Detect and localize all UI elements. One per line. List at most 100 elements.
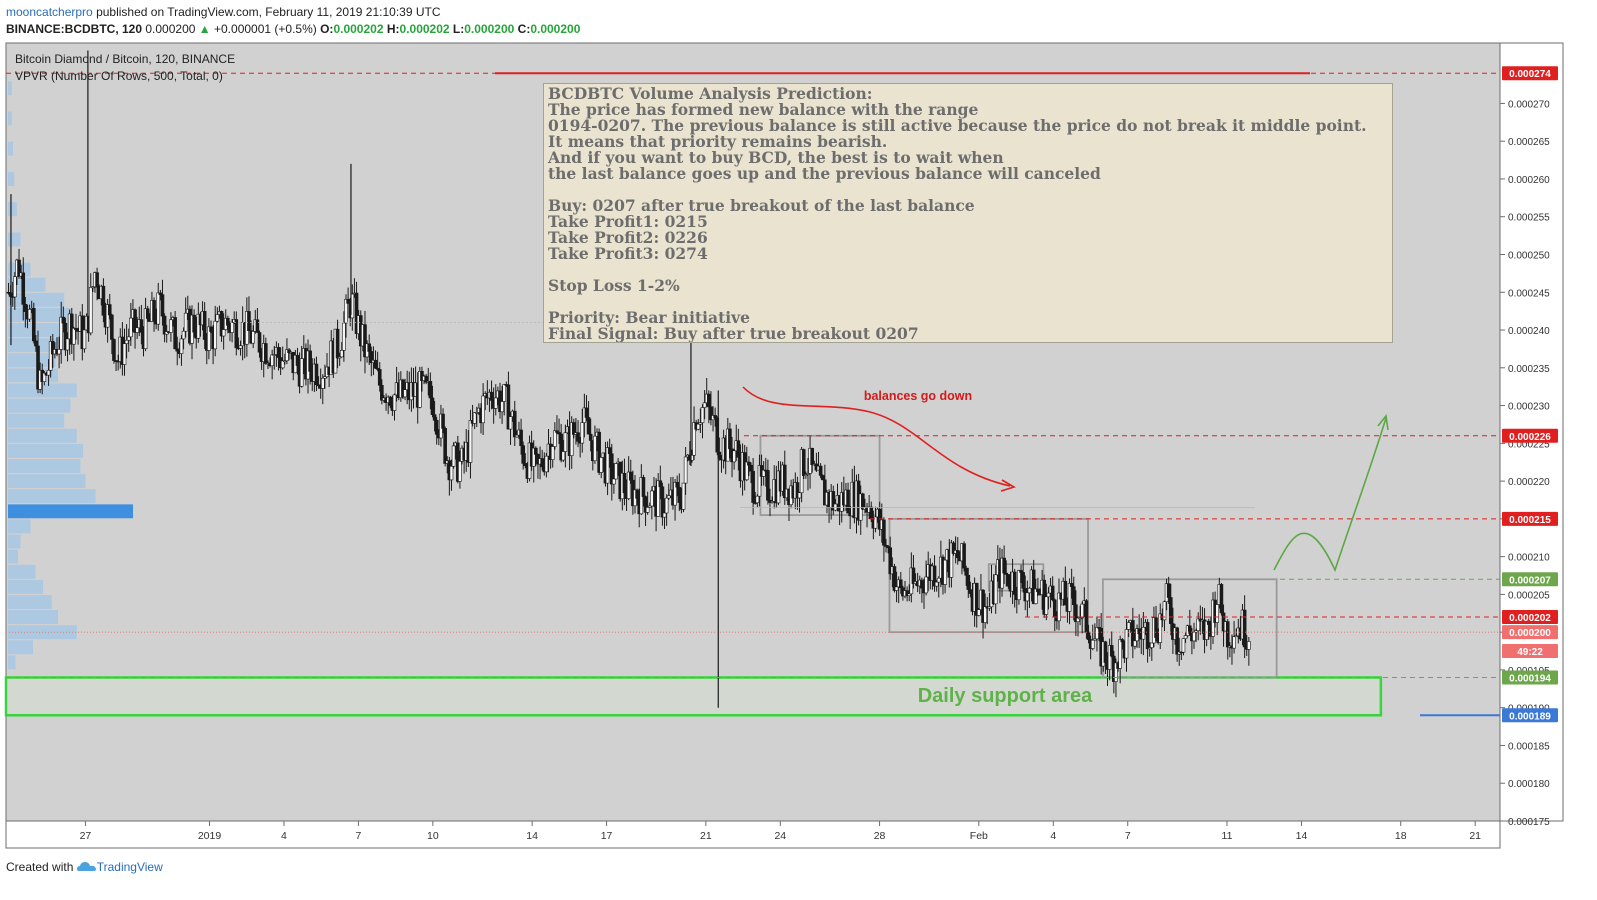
candle-body bbox=[1135, 628, 1139, 642]
candle-body bbox=[380, 385, 384, 401]
candle-body bbox=[873, 516, 878, 529]
y-tick-label: 0.000265 bbox=[1508, 137, 1550, 148]
candle-body bbox=[1063, 580, 1068, 606]
price-badge[interactable] bbox=[1502, 428, 1558, 443]
candle-body bbox=[1052, 599, 1057, 618]
candle-body bbox=[139, 319, 144, 333]
x-tick-label: 2019 bbox=[198, 830, 222, 842]
candle-body bbox=[660, 486, 665, 518]
candle-body bbox=[1118, 639, 1122, 669]
candle-body bbox=[169, 319, 173, 333]
candle-body bbox=[540, 458, 544, 468]
tradingview-logo[interactable]: TradingView bbox=[76, 860, 163, 874]
price-badge[interactable] bbox=[1502, 644, 1558, 659]
candle-body bbox=[993, 574, 998, 605]
analysis-note[interactable]: BCDBTC Volume Analysis Prediction: The pr… bbox=[543, 83, 1393, 343]
price-badge-label: 49:22 bbox=[1517, 647, 1543, 658]
up-projection-arrow[interactable] bbox=[1273, 417, 1387, 573]
candle-body bbox=[1175, 627, 1179, 655]
price-badge[interactable] bbox=[1502, 708, 1558, 723]
down-trend-arrow[interactable] bbox=[742, 386, 1011, 487]
candle-body bbox=[751, 470, 755, 503]
candle-body bbox=[544, 455, 549, 473]
candle-body bbox=[434, 419, 439, 435]
candle-body bbox=[833, 503, 838, 511]
candle-body bbox=[757, 465, 762, 497]
candle-body bbox=[962, 543, 966, 569]
price-badge[interactable] bbox=[1502, 670, 1558, 685]
candle-body bbox=[112, 339, 116, 361]
candle-body bbox=[512, 410, 517, 438]
candle-body bbox=[1183, 635, 1188, 639]
x-tick-label: 4 bbox=[281, 830, 287, 842]
candle-body bbox=[74, 328, 78, 331]
vpvr-row bbox=[8, 141, 13, 156]
candle-body bbox=[122, 343, 127, 365]
down-arrow-head-icon bbox=[1000, 479, 1016, 492]
candle-body bbox=[664, 497, 669, 514]
x-tick-label: 27 bbox=[80, 830, 92, 842]
open-label: O: bbox=[320, 22, 334, 36]
candle-body bbox=[681, 482, 686, 510]
candle-body bbox=[373, 359, 378, 369]
candle-body bbox=[1133, 640, 1137, 647]
candle-body bbox=[323, 376, 327, 379]
candle-body bbox=[196, 313, 201, 339]
high-value: 0.000202 bbox=[399, 22, 450, 36]
candle-body bbox=[728, 428, 732, 450]
candle-body bbox=[569, 422, 574, 456]
candle-body bbox=[981, 589, 985, 623]
candle-body bbox=[1025, 592, 1030, 602]
candle-body bbox=[1162, 601, 1167, 621]
price-badge-label: 0.000207 bbox=[1509, 575, 1551, 586]
close-label: C: bbox=[517, 22, 531, 36]
candle-body bbox=[673, 481, 677, 506]
candle-body bbox=[626, 471, 631, 499]
candle-body bbox=[1196, 618, 1201, 631]
candle-body bbox=[1150, 642, 1154, 648]
candle-body bbox=[489, 391, 494, 401]
candle-body bbox=[1158, 613, 1163, 643]
author-link[interactable]: mooncatcherpro bbox=[6, 5, 93, 19]
annotation-line: Priority: Bear initiative bbox=[548, 308, 751, 327]
vpvr-row bbox=[8, 594, 52, 609]
symbol-label: BINANCE:BCDBTC, 120 bbox=[6, 22, 143, 36]
candle-body bbox=[36, 345, 40, 390]
price-badge[interactable] bbox=[1502, 610, 1558, 625]
candle-body bbox=[91, 286, 95, 289]
x-tick-label: 11 bbox=[1222, 830, 1233, 842]
candle-body bbox=[346, 298, 350, 304]
candle-body bbox=[458, 461, 462, 482]
candle-body bbox=[1057, 592, 1061, 622]
candle-body bbox=[1050, 585, 1055, 601]
candle-body bbox=[1076, 617, 1080, 623]
price-badge[interactable] bbox=[1502, 66, 1558, 81]
candle-body bbox=[911, 567, 916, 584]
time-axis[interactable] bbox=[5, 820, 1501, 849]
candle-body bbox=[934, 581, 939, 587]
annotation-line: It means that priority remains bearish. bbox=[548, 132, 888, 151]
candle-body bbox=[48, 341, 53, 371]
candle-body bbox=[388, 396, 393, 406]
support-zone[interactable] bbox=[4, 676, 1383, 717]
candle-body bbox=[449, 465, 454, 481]
candle-body bbox=[344, 298, 348, 324]
annotation-line: the last balance goes up and the previou… bbox=[548, 164, 1101, 183]
price-badge-label: 0.000226 bbox=[1509, 432, 1551, 443]
price-badge[interactable] bbox=[1502, 511, 1558, 526]
price-badge-label: 0.000189 bbox=[1509, 711, 1551, 722]
price-badge[interactable] bbox=[1502, 572, 1558, 587]
price-badge[interactable] bbox=[1502, 625, 1558, 640]
candle-body bbox=[1234, 635, 1238, 638]
candle-body bbox=[622, 472, 627, 494]
candle-body bbox=[920, 579, 924, 589]
candle-body bbox=[219, 311, 224, 337]
y-tick-label: 0.000185 bbox=[1508, 741, 1550, 752]
candle-body bbox=[295, 354, 300, 366]
candle-body bbox=[605, 447, 610, 484]
vpvr-row bbox=[8, 519, 31, 534]
candle-body bbox=[34, 340, 38, 347]
candle-body bbox=[550, 446, 555, 460]
candle-body bbox=[561, 451, 566, 461]
vpvr-row bbox=[8, 489, 96, 504]
